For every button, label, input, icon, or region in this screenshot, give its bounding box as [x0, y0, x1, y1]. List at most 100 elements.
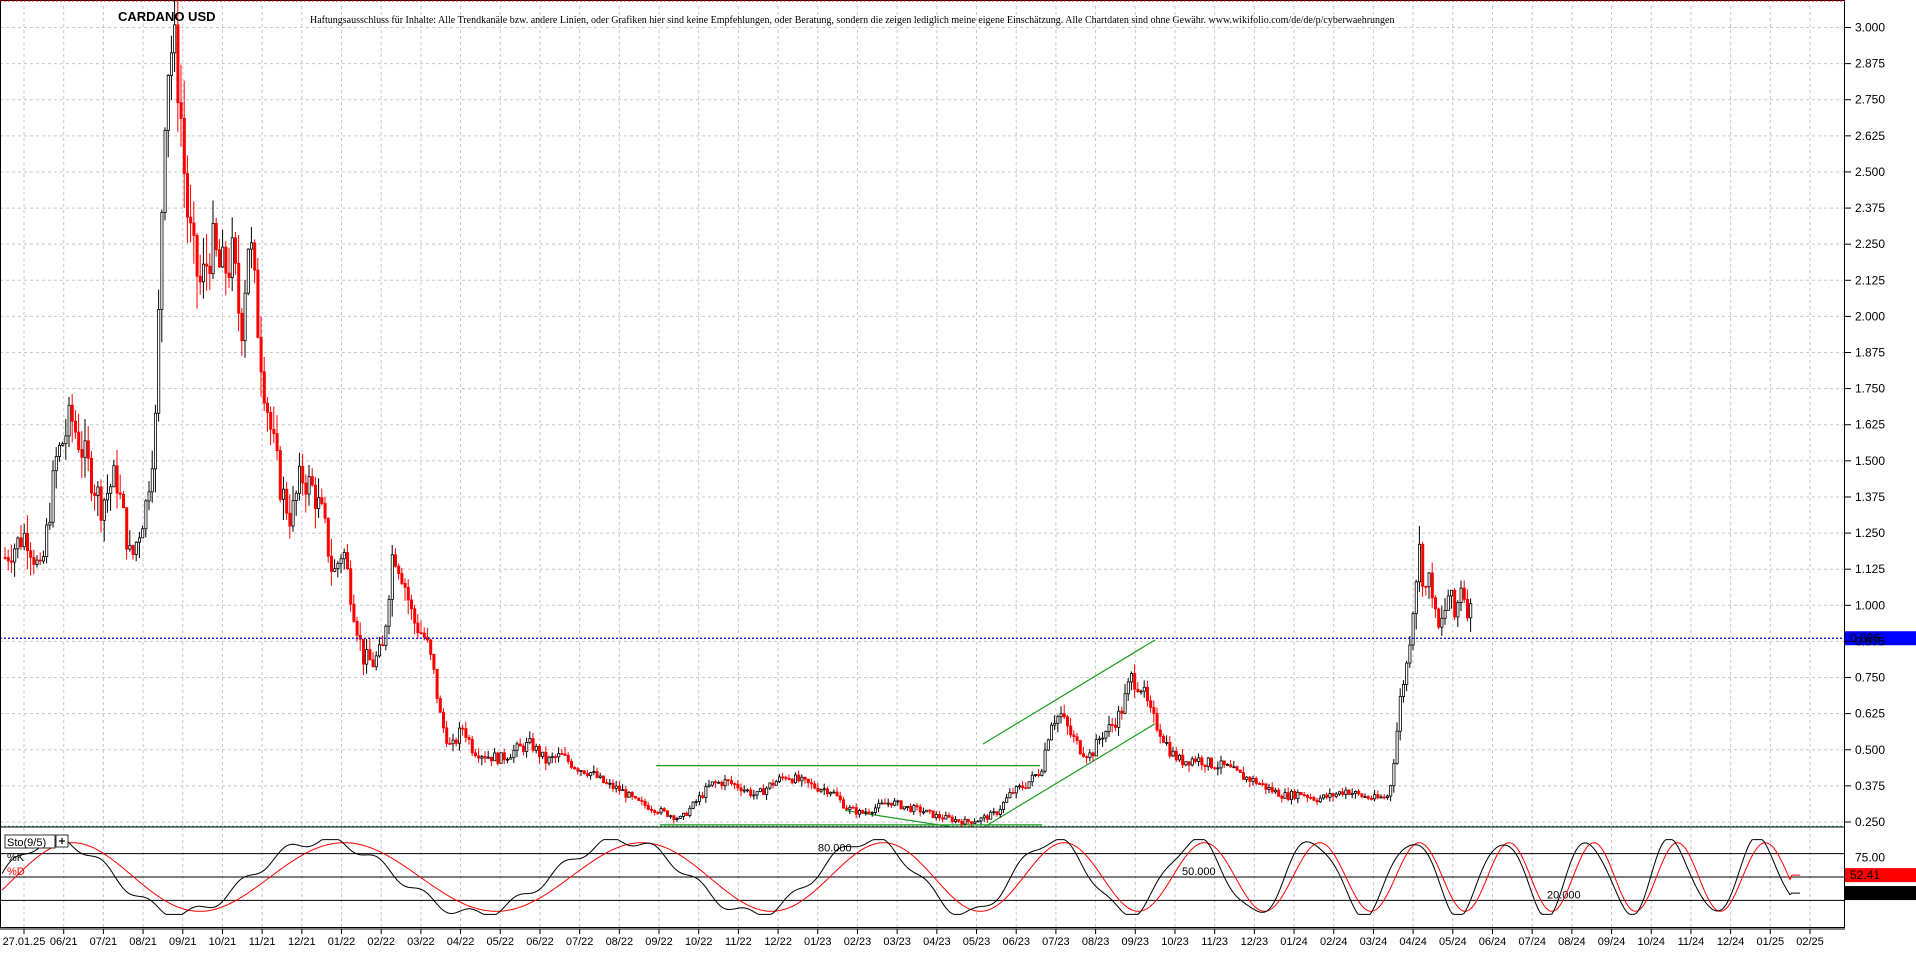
candle-body: [557, 753, 561, 758]
candle-body: [185, 173, 189, 218]
candle-body: [1446, 595, 1450, 611]
candle-body: [816, 787, 820, 792]
candle-body: [201, 263, 205, 283]
candle-body: [790, 778, 794, 784]
candle-body: [256, 269, 260, 338]
candle-body: [643, 800, 647, 806]
candle-body: [1091, 752, 1095, 757]
candle-body: [870, 812, 874, 814]
candle-body: [1165, 741, 1169, 744]
candle-body: [22, 532, 26, 548]
candle-body: [169, 52, 173, 76]
candle-body: [323, 503, 327, 519]
candle-body: [973, 821, 977, 824]
candle-body: [419, 632, 423, 635]
candle-body: [1002, 801, 1006, 810]
candle-body: [758, 788, 762, 793]
candle-body: [336, 563, 340, 570]
candle-body: [1469, 603, 1473, 619]
candle-body: [493, 752, 497, 762]
candle-body: [563, 753, 567, 756]
candle-body: [928, 809, 932, 812]
candle-body: [3, 556, 7, 559]
candle-body: [470, 738, 474, 754]
candle-body: [893, 800, 897, 806]
candle-body: [483, 756, 487, 759]
candle-body: [310, 476, 314, 486]
x-tick-label: 03/24: [1360, 936, 1388, 948]
indicator-legend[interactable]: Sto(9/5) %K %D: [4, 834, 69, 878]
candle-body: [704, 786, 708, 798]
candle-body: [1046, 739, 1050, 751]
candle-body: [614, 785, 618, 789]
candle-body: [345, 552, 349, 570]
candle-body: [922, 811, 926, 814]
candle-body: [1200, 757, 1204, 766]
candle-body: [512, 749, 516, 759]
candle-body: [829, 791, 833, 795]
candle-body: [1325, 794, 1329, 798]
candle-body: [301, 465, 305, 484]
candle-body: [422, 632, 426, 638]
candle-body: [352, 603, 356, 622]
candle-body: [605, 782, 609, 784]
candle-body: [701, 795, 705, 798]
y-tick-label: 1.750: [1855, 382, 1885, 396]
last-price-label: 0.886: [1850, 631, 1880, 645]
k-legend: %K: [7, 852, 25, 864]
candle-body: [307, 476, 311, 495]
candle-body: [1184, 761, 1188, 766]
candle-body: [755, 791, 759, 796]
candle-body: [598, 775, 602, 778]
indicator-label[interactable]: Sto(9/5): [7, 837, 46, 849]
candle-body: [611, 782, 615, 789]
candle-body: [195, 235, 199, 277]
x-tick-label: 06/22: [526, 936, 554, 948]
candle-body: [1203, 764, 1207, 767]
candle-body: [61, 443, 65, 446]
axes: 3.000 2.875 2.750 2.625 2.500 2.375 2.250 2.125…: [0, 0, 1885, 948]
candle-body: [845, 807, 849, 810]
candle-body: [858, 810, 862, 815]
candle-body: [531, 738, 535, 751]
x-tick-label: 01/24: [1280, 936, 1308, 948]
candle-body: [960, 820, 964, 825]
candle-body: [634, 796, 638, 799]
candle-body: [515, 743, 519, 751]
candle-body: [90, 457, 94, 494]
candle-body: [499, 752, 503, 764]
candle-body: [1110, 724, 1114, 726]
candle-body: [797, 774, 801, 782]
candle-body: [608, 782, 612, 785]
candle-body: [1098, 738, 1102, 741]
candle-body: [819, 789, 823, 792]
candle-body: [1088, 752, 1092, 759]
candle-body: [1078, 740, 1082, 755]
candle-body: [1421, 543, 1425, 587]
candle-body: [1238, 769, 1242, 773]
y-tick-label: 0.875: [1855, 634, 1885, 648]
candle-body: [173, 24, 177, 54]
candle-body: [890, 802, 894, 806]
candle-body: [762, 788, 766, 795]
candle-body: [118, 492, 122, 495]
candle-body: [141, 528, 145, 539]
candle-body: [730, 780, 734, 784]
candle-body: [275, 433, 279, 452]
indicator-label-box[interactable]: [4, 834, 56, 849]
candle-body: [595, 771, 599, 778]
y-tick-label: 1.000: [1855, 598, 1885, 612]
candle-body: [982, 815, 986, 819]
candle-body: [560, 753, 564, 755]
candle-body: [835, 791, 839, 797]
candle-body: [1350, 792, 1354, 795]
candle-body: [544, 751, 548, 764]
candle-body: [1267, 786, 1271, 790]
candle-body: [525, 742, 529, 752]
candle-body: [1043, 749, 1047, 772]
candle-body: [995, 811, 999, 815]
candle-body: [570, 761, 574, 768]
candle-body: [1155, 713, 1159, 731]
candle-body: [813, 783, 817, 789]
y-tick-label: 2.875: [1855, 57, 1885, 71]
